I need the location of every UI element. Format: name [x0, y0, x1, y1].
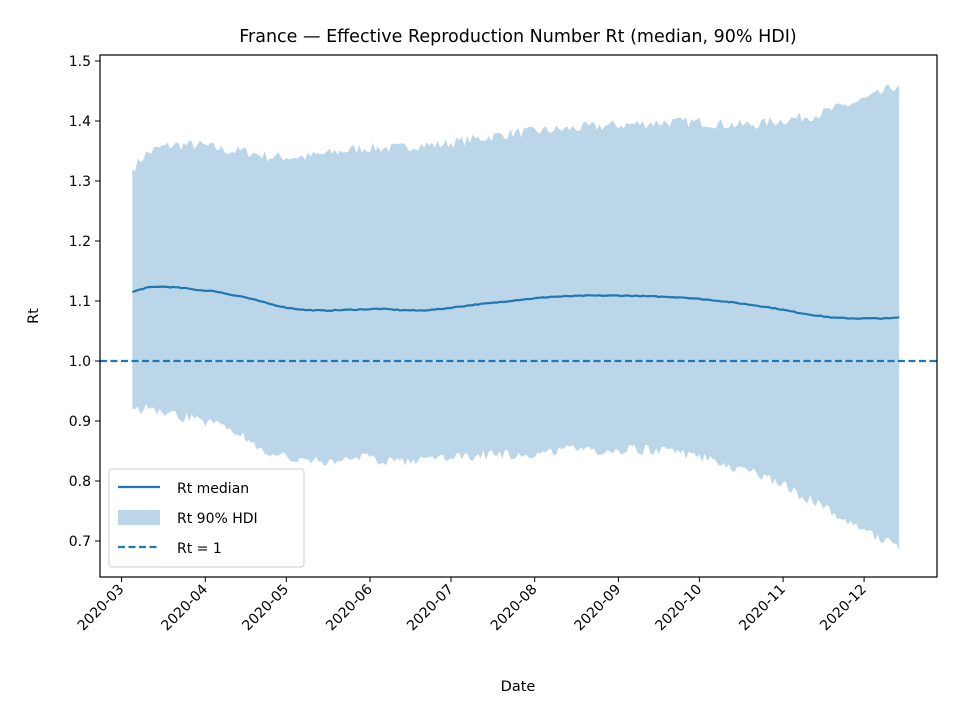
plot-content: [100, 84, 937, 551]
legend-reference-label: Rt = 1: [177, 541, 222, 557]
y-tick-label: 0.7: [69, 534, 91, 550]
y-axis-label: Rt: [26, 308, 42, 324]
y-tick-label: 0.9: [69, 414, 91, 430]
legend-median-label: Rt median: [177, 481, 249, 497]
x-axis-label: Date: [501, 679, 536, 695]
chart-title: France — Effective Reproduction Number R…: [239, 27, 796, 47]
y-axis: 0.7 0.8 0.9 1.0 1.1 1.2 1.3 1.4 1.5: [69, 54, 100, 550]
hdi-band: [132, 84, 900, 551]
y-tick-label: 1.0: [69, 354, 91, 370]
y-tick-label: 1.2: [69, 234, 91, 250]
plot-frame: [99, 54, 938, 578]
legend-band-label: Rt 90% HDI: [177, 511, 258, 527]
y-tick-label: 0.8: [69, 474, 91, 490]
median-line: [132, 285, 900, 320]
y-tick-label: 1.1: [69, 294, 91, 310]
plot-area: [100, 84, 937, 551]
y-tick-label: 1.3: [69, 174, 91, 190]
legend-box: [108, 468, 305, 568]
legend: Rt median Rt 90% HDI Rt = 1: [108, 468, 305, 568]
y-tick-label: 1.5: [69, 54, 91, 70]
legend-band-swatch: [118, 510, 160, 525]
y-tick-label: 1.4: [69, 114, 91, 130]
